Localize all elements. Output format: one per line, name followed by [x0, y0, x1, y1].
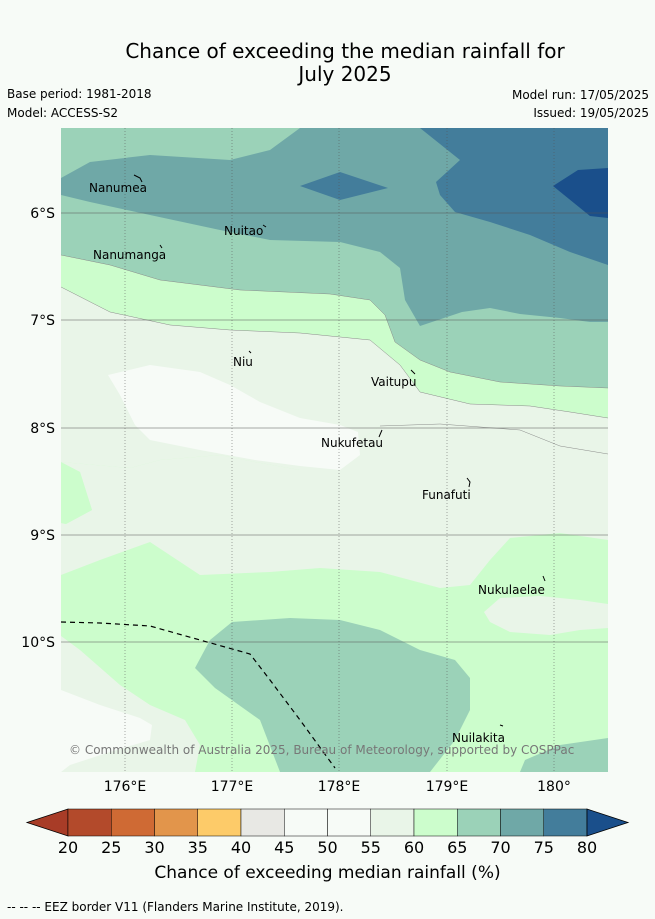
colorbar-tick-label: 50: [317, 838, 337, 857]
eez-border: [61, 621, 336, 769]
colorbar-segment: [327, 808, 371, 837]
island-nanumea: [133, 174, 143, 183]
colorbar-tick-label: 75: [534, 838, 554, 857]
colorbar-tick-label: 45: [274, 838, 294, 857]
title-line-1: Chance of exceeding the median rainfall …: [125, 39, 565, 63]
lat-tick-10s: 10°S: [21, 635, 55, 651]
colorbar-tick-label: 35: [188, 838, 208, 857]
issued-date: Issued: 19/05/2025: [533, 106, 649, 120]
model-run: Model run: 17/05/2025: [511, 88, 649, 102]
colorbar-label: Chance of exceeding median rainfall (%): [154, 863, 501, 883]
colorbar-segment: [457, 808, 501, 837]
islands: [133, 174, 546, 727]
colorbar-tick-label: 80: [577, 838, 597, 857]
island-nukulaelae: [542, 575, 546, 582]
label-vaitupu: Vaitupu: [371, 375, 417, 389]
copyright-notice: © Commonwealth of Australia 2025, Bureau…: [69, 743, 574, 757]
lon-axis: 176°E 177°E 178°E 179°E 180°: [104, 779, 571, 795]
label-nukufetau: Nukufetau: [321, 436, 383, 450]
colorbar-tick-label: 60: [404, 838, 424, 857]
island-vaitupu: [410, 369, 416, 375]
lon-tick-176e: 176°E: [104, 779, 147, 795]
island-nuitao: [262, 224, 267, 228]
band-50-55-middle: [108, 365, 360, 470]
lat-axis: 6°S 7°S 8°S 9°S 10°S: [21, 206, 55, 651]
model-name: Model: ACCESS-S2: [7, 106, 119, 120]
contour-lines: [61, 254, 608, 455]
colorbar-segment: [67, 808, 112, 837]
colorbar-segment: [500, 808, 544, 837]
label-nuilakita: Nuilakita: [452, 731, 505, 745]
band-60-65-west: [61, 463, 92, 524]
label-nuitao: Nuitao: [224, 224, 263, 238]
colorbar-tick-label: 30: [144, 838, 164, 857]
colorbar-tick-label: 40: [231, 838, 251, 857]
label-funafuti: Funafuti: [422, 488, 471, 502]
island-niu: [248, 350, 252, 354]
island-nukufetau: [378, 429, 383, 438]
colorbar-tick-label: 25: [101, 838, 121, 857]
colorbar-under-arrow: [25, 808, 69, 837]
island-nuilakita: [499, 724, 504, 727]
lat-tick-8s: 8°S: [30, 421, 55, 437]
band-75-80-north: [420, 128, 608, 265]
colorbar: 20 25 30 35 40 45 50 55 60 65 70 75 80: [25, 808, 630, 857]
lat-tick-7s: 7°S: [30, 313, 55, 329]
band-65-70-south: [195, 618, 470, 772]
map-title: Chance of exceeding the median rainfall …: [0, 40, 655, 86]
eez-legend-footer: -- -- -- EEZ border V11 (Flanders Marine…: [7, 900, 344, 914]
colorbar-tick-label: 65: [447, 838, 467, 857]
label-niu: Niu: [233, 355, 253, 369]
colorbar-segment: [284, 808, 328, 837]
band-50-55-southwest: [61, 690, 152, 772]
title-line-2: July 2025: [298, 62, 392, 86]
place-labels: Nanumea Nuitao Nanumanga Niu Vaitupu Nuk…: [89, 181, 545, 745]
colorbar-segment: [543, 808, 588, 837]
colorbar-segment: [240, 808, 285, 837]
base-period: Base period: 1981-2018: [7, 87, 152, 101]
label-nukulaelae: Nukulaelae: [478, 583, 545, 597]
island-nanumanga: [159, 244, 163, 249]
band-65-70-southeast: [520, 738, 608, 772]
colorbar-tick-label: 55: [361, 838, 381, 857]
lon-tick-177e: 177°E: [211, 779, 254, 795]
band-55-60-middle-south: [61, 424, 608, 588]
colorbar-segment: [111, 808, 155, 837]
colorbar-segment: [370, 808, 415, 837]
band-55-60-east: [484, 596, 608, 635]
colorbar-tick-label: 70: [490, 838, 510, 857]
island-funafuti: [466, 477, 471, 488]
lat-tick-9s: 9°S: [30, 528, 55, 544]
lon-tick-179e: 179°E: [426, 779, 469, 795]
graticule: [61, 128, 608, 772]
lon-tick-180: 180°: [537, 779, 571, 795]
colorbar-segment: [154, 808, 198, 837]
colorbar-segment: [413, 808, 458, 837]
label-nanumanga: Nanumanga: [93, 248, 166, 262]
lon-tick-178e: 178°E: [318, 779, 361, 795]
colorbar-segment: [197, 808, 242, 837]
contour-map: Nanumea Nuitao Nanumanga Niu Vaitupu Nuk…: [61, 128, 608, 772]
colorbar-tick-label: 20: [58, 838, 78, 857]
band-75-80-patch: [300, 172, 388, 200]
band-80-plus: [553, 168, 608, 218]
colorbar-over-arrow: [586, 808, 630, 837]
lat-tick-6s: 6°S: [30, 206, 55, 222]
label-nanumea: Nanumea: [89, 181, 147, 195]
